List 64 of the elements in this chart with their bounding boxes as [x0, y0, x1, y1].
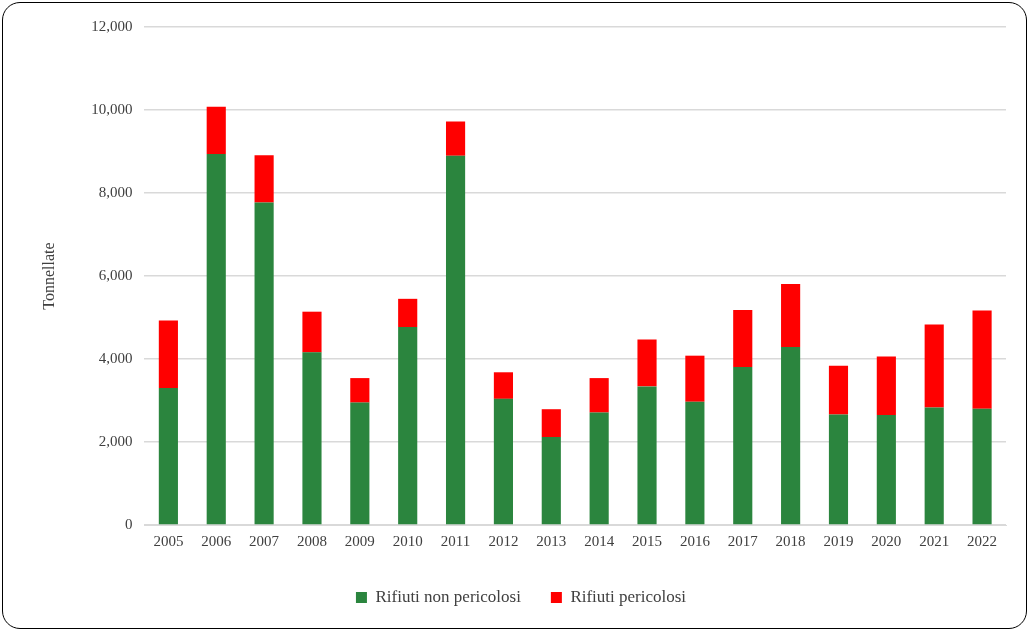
bar [733, 310, 753, 367]
y-tick-label: 4,000 [98, 349, 133, 366]
x-tick-label: 2008 [296, 532, 327, 549]
bar [637, 386, 657, 525]
bar [589, 378, 609, 413]
bar [254, 155, 274, 203]
bar [876, 415, 896, 525]
x-tick-label: 2009 [344, 532, 375, 549]
bar [158, 320, 178, 389]
bar [302, 352, 322, 525]
bar [206, 153, 226, 525]
x-tick-label: 2006 [201, 532, 232, 549]
bar [733, 366, 753, 525]
y-axis-title: Tonnellate [39, 242, 57, 310]
bar [972, 408, 992, 525]
y-tick-label: 12,000 [91, 17, 133, 34]
legend-label: Rifiuti pericolosi [570, 586, 687, 606]
bar [685, 355, 705, 402]
x-tick-label: 2016 [679, 532, 711, 549]
bar [781, 283, 801, 347]
bar [637, 339, 657, 387]
bar [158, 388, 178, 525]
x-tick-label: 2010 [392, 532, 423, 549]
y-tick-label: 10,000 [91, 100, 133, 117]
bar [541, 437, 561, 525]
x-tick-label: 2015 [632, 532, 663, 549]
x-tick-label: 2005 [153, 532, 184, 549]
x-tick-label: 2020 [871, 532, 902, 549]
bar [254, 202, 274, 525]
x-tick-label: 2011 [440, 532, 471, 549]
bar [685, 401, 705, 525]
bar [493, 398, 513, 525]
y-tick-label: 8,000 [98, 183, 133, 200]
bar [206, 106, 226, 154]
bar [924, 407, 944, 525]
y-tick-label: 6,000 [98, 266, 133, 283]
bar [398, 327, 418, 525]
bar [350, 378, 370, 403]
x-tick-label: 2014 [584, 532, 615, 549]
bar [445, 121, 466, 156]
bar [398, 298, 418, 328]
x-tick-label: 2012 [488, 532, 519, 549]
bar [350, 402, 370, 525]
bar [302, 311, 322, 353]
bar [924, 324, 944, 408]
x-tick-label: 2019 [823, 532, 854, 549]
bar [972, 310, 992, 409]
bar [589, 412, 609, 525]
x-tick-label: 2022 [967, 532, 998, 549]
y-tick-label: 2,000 [98, 432, 133, 449]
x-tick-label: 2017 [727, 532, 759, 549]
bar [445, 155, 466, 525]
bar [828, 414, 849, 525]
y-tick-label: 0 [124, 515, 133, 532]
legend-label: Rifiuti non pericolosi [375, 586, 522, 606]
bar [781, 346, 801, 525]
bar [828, 365, 849, 415]
x-tick-label: 2018 [775, 532, 806, 549]
x-tick-label: 2021 [919, 532, 950, 549]
bar [493, 372, 513, 399]
bar [541, 409, 561, 438]
x-tick-label: 2013 [536, 532, 567, 549]
x-tick-label: 2007 [249, 532, 280, 549]
bar [876, 356, 896, 416]
